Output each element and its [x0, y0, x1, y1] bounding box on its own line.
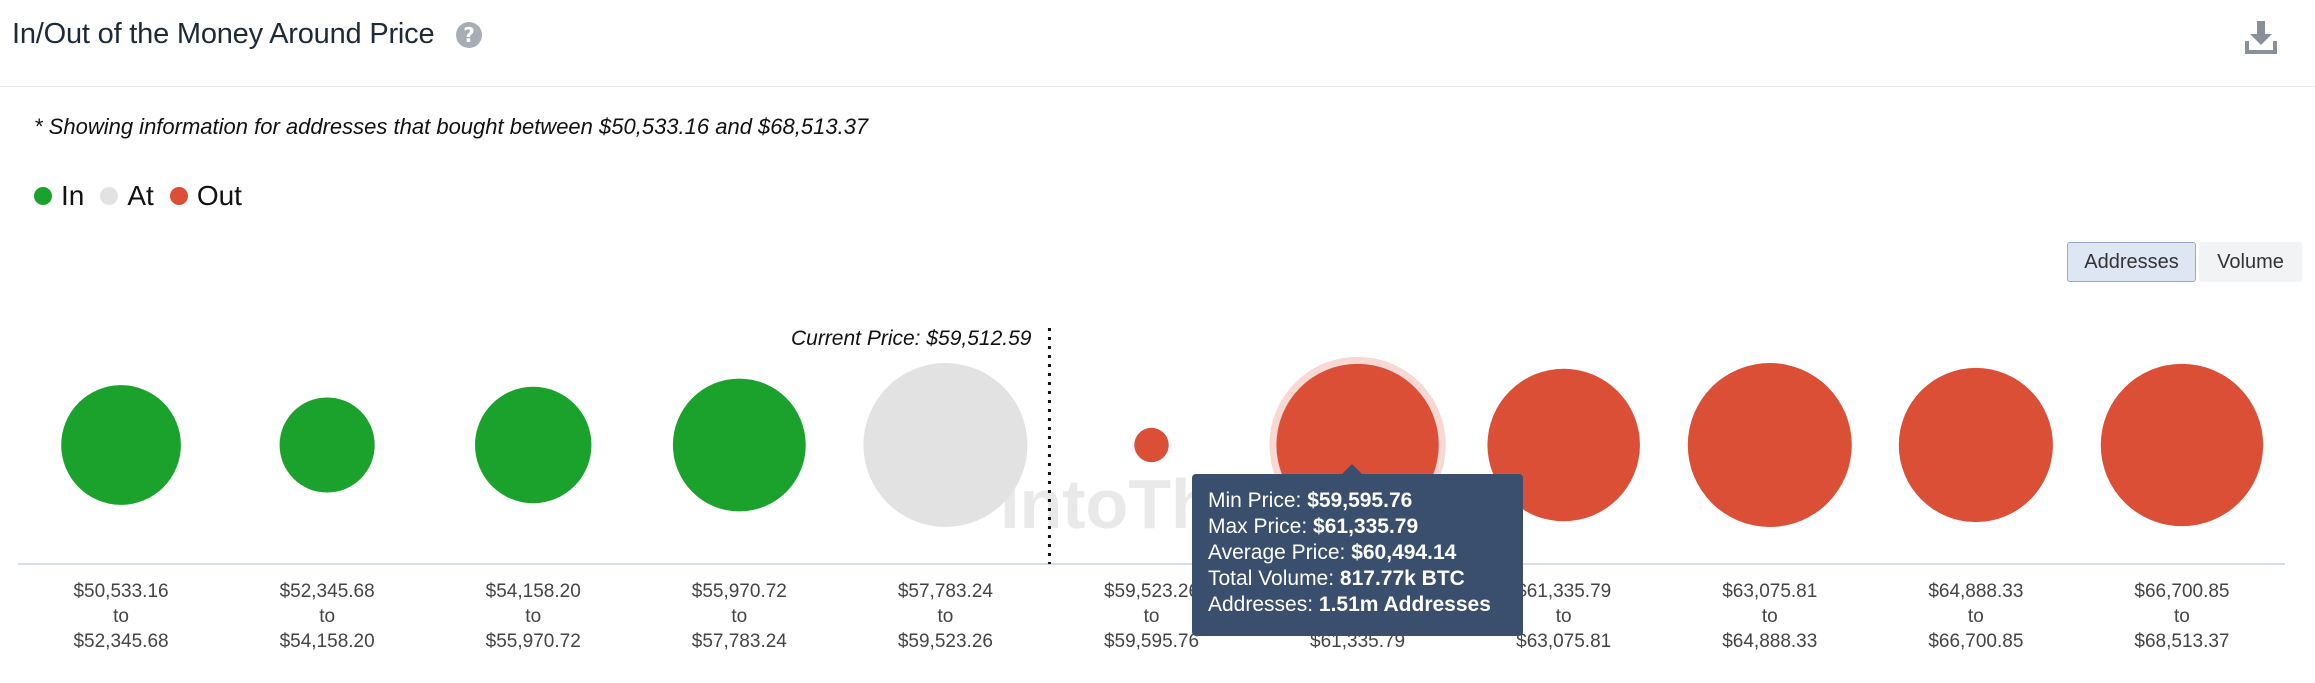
x-tick-label: $63,075.81 [1722, 581, 1817, 602]
x-tick-label: to [525, 606, 541, 627]
question-circle-icon[interactable]: ? [456, 22, 482, 48]
x-tick-label: $59,523.26 [1104, 581, 1199, 602]
x-tick-label: $64,888.33 [1928, 581, 2023, 602]
x-tick-label: $57,783.24 [898, 581, 994, 602]
tooltip-row-average-price: Average Price: $60,494.14 [1208, 540, 1523, 566]
legend: In At Out [34, 178, 258, 214]
tooltip-label: Total Volume: [1208, 567, 1335, 590]
tooltip-row-total-volume: Total Volume: 817.77k BTC [1208, 566, 1523, 592]
legend-item-in[interactable]: In [34, 180, 84, 212]
x-tick-label: $61,335.79 [1310, 631, 1405, 652]
x-tick-label: $57,783.24 [692, 631, 788, 652]
legend-label: In [61, 180, 85, 211]
x-tick-label: to [1144, 606, 1160, 627]
bubble-in [279, 397, 375, 493]
tooltip-value: $60,494.14 [1351, 541, 1457, 564]
x-tick-label: to [2174, 606, 2190, 627]
x-tick-label: $55,970.72 [486, 631, 581, 652]
tooltip-value: $61,335.79 [1313, 515, 1419, 538]
bubble-tooltip: Min Price: $59,595.76 Max Price: $61,335… [1192, 464, 1523, 636]
bubble-out [1687, 363, 1852, 527]
x-tick-label: $59,595.76 [1104, 631, 1199, 652]
legend-dot-at [100, 187, 119, 205]
current-price-label: Current Price: $59,512.59 [791, 327, 1032, 350]
x-tick-label: to [937, 606, 953, 627]
x-tick-label: to [1968, 606, 1984, 627]
legend-item-at[interactable]: At [100, 180, 154, 212]
tooltip-row-max-price: Max Price: $61,335.79 [1208, 514, 1523, 540]
x-tick-label: to [731, 606, 747, 627]
x-tick-label: $54,158.20 [486, 581, 581, 602]
bubble-out [2100, 363, 2264, 527]
tooltip-label: Average Price: [1208, 541, 1346, 564]
x-tick-label: to [1556, 606, 1572, 627]
tooltip-label: Min Price: [1208, 489, 1302, 512]
x-tick-label: $52,345.68 [73, 631, 168, 652]
legend-item-out[interactable]: Out [169, 180, 242, 212]
legend-dot-out [169, 187, 188, 205]
bubble-out [1134, 427, 1169, 463]
tooltip-value: $59,595.76 [1307, 489, 1413, 512]
x-tick-label: $54,158.20 [280, 631, 375, 652]
x-tick-label: to [1762, 606, 1778, 627]
volume-toggle-button[interactable]: Volume [2199, 242, 2302, 282]
addresses-toggle-button[interactable]: Addresses [2067, 242, 2196, 282]
x-tick-label: to [113, 606, 129, 627]
tooltip-label: Addresses: [1208, 593, 1314, 616]
x-tick-label: $55,970.72 [692, 581, 787, 602]
bubble-in [672, 378, 806, 512]
bubble-in [475, 386, 592, 504]
x-tick-label: $66,700.85 [2134, 581, 2229, 602]
legend-label: Out [196, 180, 242, 211]
x-tick-label: $64,888.33 [1722, 631, 1817, 652]
price-range-note: * Showing information for addresses that… [34, 114, 869, 139]
bubble-out [1898, 367, 2053, 523]
bubble-at [863, 363, 1028, 527]
download-icon[interactable] [2244, 19, 2278, 55]
x-tick-label: to [319, 606, 335, 627]
bubble-out [1487, 368, 1640, 522]
x-tick-label: $50,533.16 [73, 581, 168, 602]
tooltip-row-addresses: Addresses: 1.51m Addresses [1208, 592, 1523, 618]
legend-dot-in [34, 187, 52, 205]
x-tick-label: $61,335.79 [1516, 581, 1611, 602]
tooltip-value: 817.77k BTC [1339, 567, 1465, 590]
x-tick-label: $59,523.26 [898, 631, 993, 652]
x-tick-label: $66,700.85 [1928, 631, 2023, 652]
x-tick-label: $63,075.81 [1516, 631, 1611, 652]
chart-header: In/Out of the Money Around Price ? [0, 0, 2315, 87]
legend-label: At [127, 180, 154, 211]
x-tick-label: $68,513.37 [2134, 631, 2229, 652]
tooltip-label: Max Price: [1208, 515, 1308, 538]
tooltip-value: 1.51m Addresses [1318, 593, 1491, 616]
bubble-in [61, 385, 181, 505]
x-tick-label: $52,345.68 [280, 581, 375, 602]
page-title: In/Out of the Money Around Price [12, 18, 435, 50]
tooltip-row-min-price: Min Price: $59,595.76 [1208, 488, 1523, 514]
